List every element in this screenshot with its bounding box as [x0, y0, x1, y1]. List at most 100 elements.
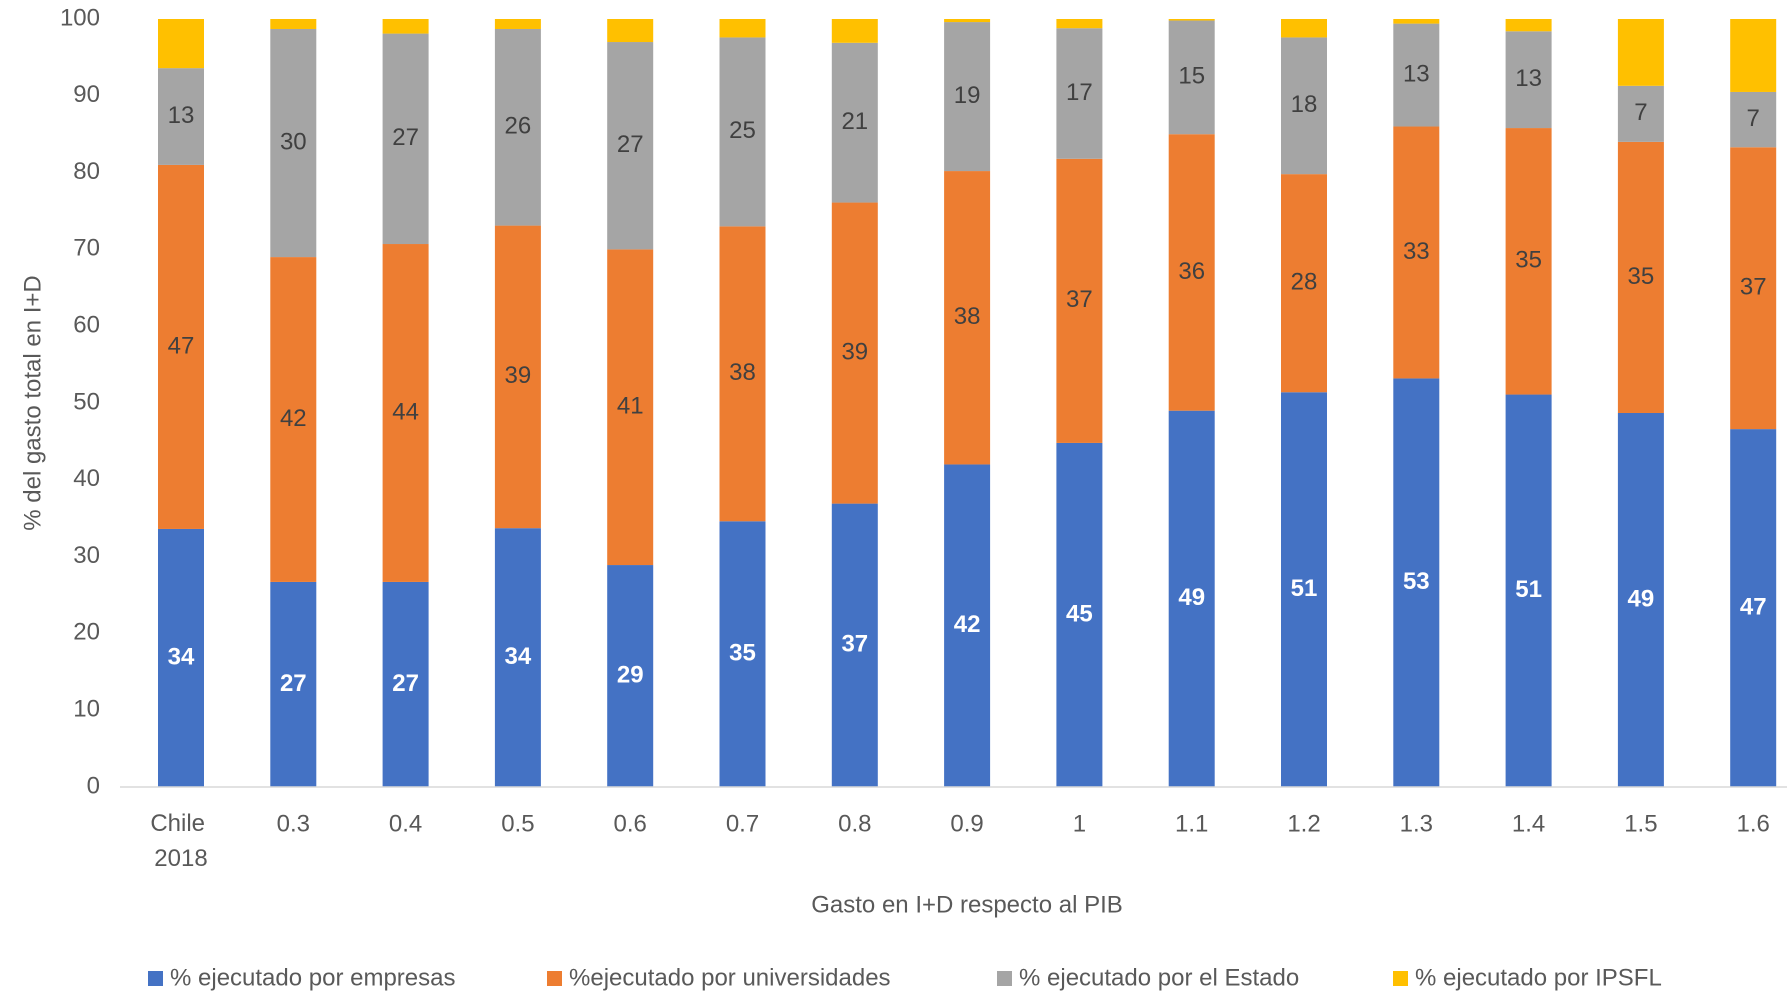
- legend-label: %ejecutado por universidades: [569, 964, 891, 991]
- x-tick-label: 0.6: [614, 810, 647, 837]
- legend-label: % ejecutado por empresas: [170, 964, 456, 991]
- data-label: 38: [729, 359, 756, 386]
- data-label: 13: [1403, 60, 1430, 87]
- y-tick-label: 60: [73, 312, 100, 339]
- data-label: 34: [505, 643, 532, 670]
- y-tick-label: 80: [73, 158, 100, 185]
- bar-segment: [1281, 37, 1327, 175]
- x-tick-label: 0.3: [277, 810, 310, 837]
- x-tick-label: Chile 2018: [150, 810, 211, 872]
- bar-segment: [1393, 19, 1440, 24]
- x-tick-label: 1.6: [1737, 810, 1770, 837]
- bar-segment: [607, 42, 654, 250]
- bar-segment: [270, 19, 317, 29]
- y-tick-label: 100: [60, 4, 100, 31]
- data-label: 17: [1066, 79, 1093, 106]
- bar-segment: [719, 226, 766, 522]
- data-label: 39: [505, 362, 532, 389]
- data-label: 49: [1178, 584, 1205, 611]
- bar-segment: [719, 37, 766, 227]
- bar-segment: [944, 22, 991, 172]
- data-label: 35: [729, 639, 756, 666]
- x-axis-label: Gasto en I+D respecto al PIB: [811, 891, 1123, 918]
- data-label: 29: [617, 661, 644, 688]
- data-label: 33: [1403, 238, 1430, 265]
- bar-segment: [1617, 85, 1664, 142]
- data-label: 51: [1515, 576, 1542, 603]
- bar-segment: [1505, 128, 1552, 395]
- bar-segment: [382, 19, 429, 34]
- bar-segment: [158, 528, 204, 787]
- data-label: 35: [1515, 247, 1542, 274]
- legend-label: % ejecutado por IPSFL: [1415, 964, 1662, 991]
- bar-segment: [719, 19, 766, 38]
- bar-segment: [1056, 442, 1103, 787]
- legend-label: % ejecutado por el Estado: [1019, 964, 1299, 991]
- data-label: 47: [168, 332, 195, 359]
- data-label: 27: [280, 670, 307, 697]
- data-label: 26: [505, 113, 532, 140]
- x-tick-label: 1.4: [1512, 810, 1545, 837]
- data-label: 51: [1291, 575, 1318, 602]
- bar-segment: [1505, 19, 1552, 32]
- data-label: 7: [1634, 99, 1647, 126]
- bar-segment: [1056, 19, 1103, 29]
- bar-segment: [1168, 410, 1215, 787]
- bar-segment: [1056, 28, 1103, 159]
- x-tick-label: 1.3: [1400, 810, 1433, 837]
- data-label: 41: [617, 393, 644, 420]
- data-label: 30: [280, 128, 307, 155]
- bar-segment: [382, 244, 429, 582]
- bar-segment: [1168, 19, 1215, 21]
- data-label: 44: [392, 398, 419, 425]
- data-label: 27: [617, 131, 644, 158]
- bar-segment: [1730, 429, 1777, 787]
- bar-segment: [831, 19, 878, 43]
- bar-segment: [494, 225, 541, 529]
- data-label: 18: [1291, 91, 1318, 118]
- data-label: 36: [1178, 258, 1205, 285]
- x-tick-label: 0.9: [950, 810, 983, 837]
- data-label: 28: [1291, 269, 1318, 296]
- legend-swatch: [547, 971, 562, 986]
- bar-segment: [607, 19, 654, 43]
- data-label: 39: [841, 338, 868, 365]
- y-tick-label: 10: [73, 696, 100, 723]
- bar-segment: [1505, 394, 1552, 787]
- bar-segment: [270, 257, 317, 582]
- bar-segment: [494, 528, 541, 787]
- data-label: 37: [1066, 286, 1093, 313]
- bar-segment: [1617, 19, 1664, 86]
- data-label: 37: [841, 631, 868, 658]
- data-label: 27: [392, 670, 419, 697]
- x-tick-label: 0.7: [726, 810, 759, 837]
- data-label: 37: [1740, 274, 1767, 301]
- bar-segment: [1056, 158, 1103, 443]
- bar-segment: [1617, 412, 1664, 787]
- data-label: 42: [954, 611, 981, 638]
- bar-segment: [1393, 126, 1440, 379]
- legend-swatch: [997, 971, 1012, 986]
- x-tick-label: 1.2: [1287, 810, 1320, 837]
- bar-segment: [1617, 141, 1664, 413]
- data-label: 47: [1740, 593, 1767, 620]
- bar-segment: [607, 249, 654, 566]
- bar-segment: [1281, 19, 1327, 38]
- x-tick-label: 0.4: [389, 810, 422, 837]
- bar-segment: [270, 28, 317, 258]
- data-label: 13: [168, 102, 195, 129]
- y-axis-label: % del gasto total en I+D: [19, 275, 46, 531]
- data-label: 13: [1515, 65, 1542, 92]
- bar-segment: [382, 33, 429, 245]
- data-label: 25: [729, 117, 756, 144]
- bar-segment: [1730, 91, 1777, 148]
- bar-segment: [1730, 147, 1777, 430]
- bar-segment: [158, 68, 204, 165]
- data-label: 42: [280, 405, 307, 432]
- data-label: 53: [1403, 568, 1430, 595]
- bar-segment: [1393, 23, 1440, 127]
- data-label: 45: [1066, 600, 1093, 627]
- bar-segment: [719, 521, 766, 787]
- data-label: 34: [168, 643, 195, 670]
